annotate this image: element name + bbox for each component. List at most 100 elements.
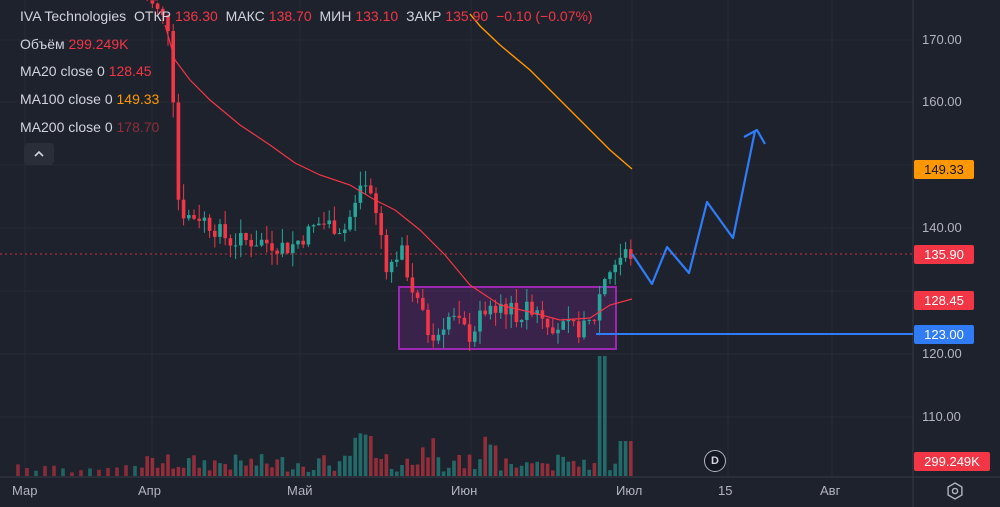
volume-bar — [124, 465, 128, 476]
candle-body — [493, 305, 498, 313]
volume-bar — [551, 470, 555, 476]
collapse-legend-button[interactable] — [24, 143, 54, 165]
candle-body — [181, 199, 186, 219]
candle-body — [155, 3, 160, 9]
candle-body — [488, 305, 493, 315]
volume-bar — [259, 454, 264, 476]
volume-bar — [265, 463, 269, 476]
volume-bar — [556, 454, 560, 476]
gear-icon[interactable] — [946, 482, 964, 500]
volume-bar — [197, 467, 201, 476]
candle-body — [530, 301, 534, 315]
volume-bar — [525, 462, 529, 476]
candle-body — [363, 185, 368, 187]
ma20-legend[interactable]: MA20 close 0 128.45 — [20, 63, 152, 79]
candle-body — [467, 324, 472, 342]
volume-bar — [467, 454, 472, 476]
open-label: ОТКР — [134, 8, 171, 24]
volume-bar — [436, 457, 441, 476]
candle-body — [301, 240, 305, 245]
candle-body — [473, 331, 477, 342]
candle-body — [275, 250, 279, 254]
volume-bar — [623, 441, 628, 476]
volume-bar — [228, 469, 233, 476]
volume-bar — [473, 469, 477, 476]
volume-bar — [280, 457, 285, 476]
time-tick: Авг — [820, 483, 841, 498]
candle-body — [337, 233, 342, 235]
volume-bar — [115, 467, 119, 476]
volume-bar — [218, 463, 222, 476]
volume-bar — [317, 458, 321, 476]
candle-body — [436, 334, 441, 341]
last-price-badge: 135.90 — [914, 245, 974, 264]
volume-label: Объём — [20, 36, 65, 52]
candle-body — [207, 217, 212, 231]
candle-body — [327, 220, 331, 225]
candle-body — [280, 242, 285, 254]
volume-bar — [61, 468, 65, 476]
ma200-legend[interactable]: MA200 close 0 178.70 — [20, 119, 159, 135]
candle-body — [285, 242, 290, 254]
volume-bar — [431, 438, 435, 476]
volume-bar — [52, 465, 56, 476]
volume-bar — [421, 447, 425, 476]
candle-body — [306, 226, 311, 245]
candle-body — [322, 223, 326, 225]
candle-body — [197, 218, 201, 221]
candle-body — [545, 318, 550, 328]
candle-body — [218, 224, 222, 237]
volume-bar — [483, 436, 487, 476]
candle-body — [223, 224, 227, 239]
candle-body — [348, 216, 352, 230]
volume-bar — [25, 468, 29, 476]
candle-body — [571, 319, 576, 322]
candle-body — [254, 245, 259, 247]
volume-bar — [171, 468, 175, 476]
candle-body — [457, 315, 461, 318]
volume-bar — [285, 471, 290, 476]
volume-bar — [249, 458, 253, 476]
volume-bar — [363, 434, 368, 476]
candle-body — [618, 257, 623, 265]
volume-badge: 299.249K — [914, 452, 990, 471]
volume-bar — [275, 459, 279, 476]
volume-bar — [608, 470, 612, 476]
close-label: ЗАКР — [406, 8, 442, 24]
ma100-label: MA100 close 0 — [20, 91, 113, 107]
low-value: 133.10 — [355, 8, 399, 24]
volume-bar — [395, 471, 399, 476]
volume-bar — [166, 454, 170, 476]
candle-body — [431, 334, 435, 341]
volume-bar — [207, 470, 212, 476]
candle-body — [561, 321, 565, 330]
volume-bar — [145, 456, 149, 476]
candle-body — [259, 239, 264, 246]
volume-legend[interactable]: Объём 299.249K — [20, 36, 128, 52]
candle-body — [176, 102, 181, 200]
dividend-event-marker[interactable]: D — [704, 450, 726, 472]
candle-body — [540, 310, 545, 319]
volume-bar — [348, 455, 352, 476]
volume-bar — [540, 463, 545, 476]
volume-bar — [493, 445, 498, 476]
candle-body — [551, 327, 555, 334]
candle-body — [369, 185, 373, 194]
candle-body — [171, 31, 175, 103]
candle-body — [192, 215, 196, 219]
ma20-price-badge: 128.45 — [914, 291, 974, 310]
volume-bar — [415, 464, 420, 476]
volume-bar — [301, 466, 305, 476]
ma200-value: 178.70 — [116, 119, 160, 135]
volume-bar — [613, 463, 617, 476]
volume-bar — [405, 458, 409, 476]
volume-bar — [133, 465, 137, 476]
volume-bar — [561, 456, 565, 476]
ma100-line — [469, 13, 633, 170]
candle-body — [592, 319, 597, 321]
ma100-legend[interactable]: MA100 close 0 149.33 — [20, 91, 159, 107]
volume-bar — [441, 471, 446, 476]
range-box — [398, 286, 617, 350]
volume-value: 299.249K — [68, 36, 129, 52]
